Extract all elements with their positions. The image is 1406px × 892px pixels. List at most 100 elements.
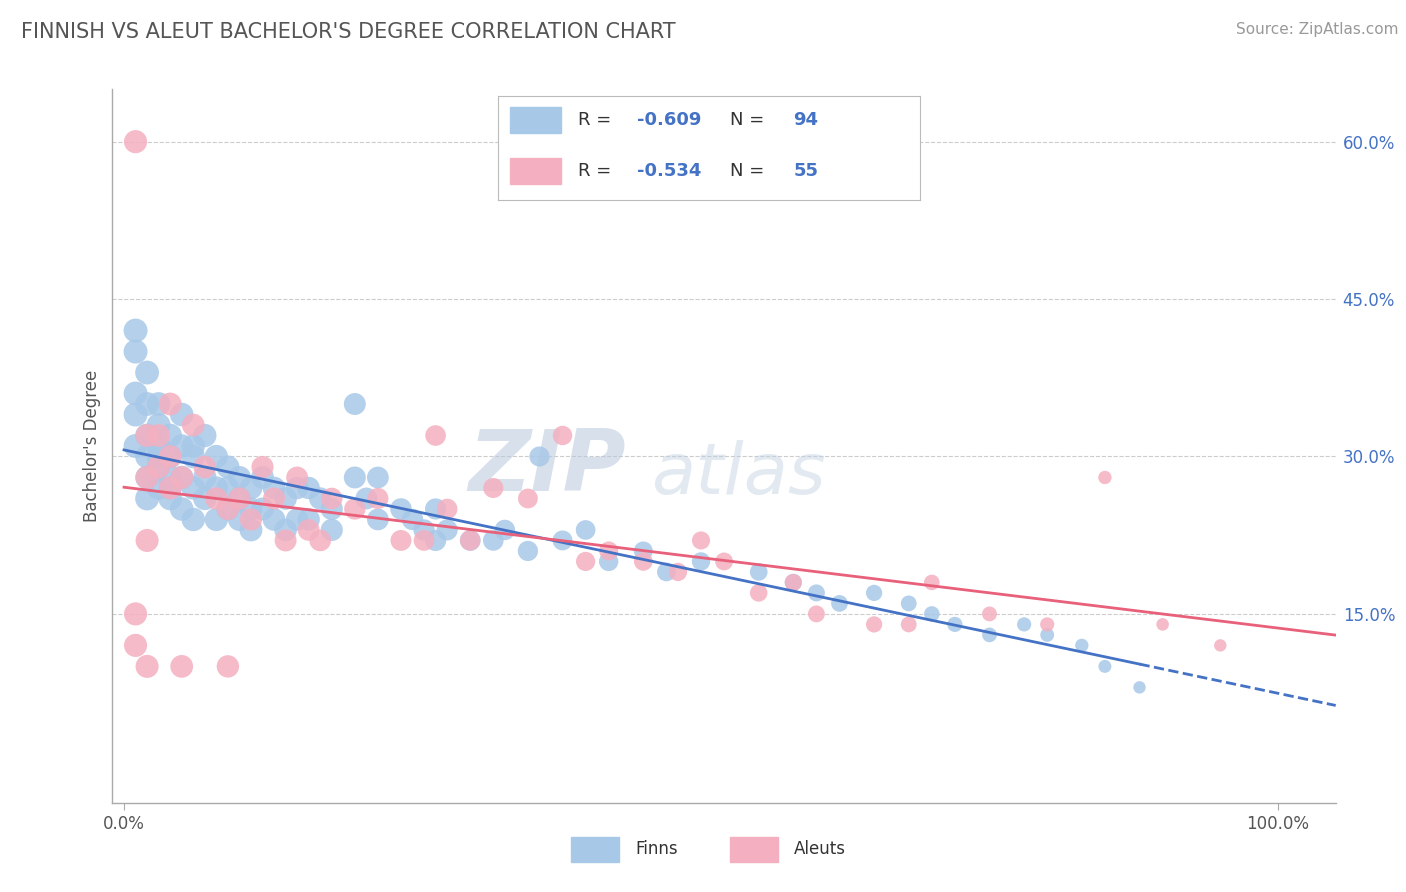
Point xyxy=(921,607,943,621)
Point xyxy=(170,470,193,484)
Point xyxy=(666,565,689,579)
Point xyxy=(136,659,159,673)
Point xyxy=(124,408,146,422)
Point xyxy=(633,554,655,568)
Point xyxy=(205,481,228,495)
Point xyxy=(136,470,159,484)
Point xyxy=(124,135,146,149)
Point xyxy=(159,450,181,464)
Point xyxy=(309,533,332,548)
Point xyxy=(655,565,678,579)
Point xyxy=(239,481,262,495)
Point xyxy=(367,491,389,506)
Point xyxy=(1070,639,1092,653)
Point xyxy=(321,523,343,537)
Point xyxy=(1209,639,1232,653)
Point xyxy=(436,502,458,516)
Point xyxy=(181,481,204,495)
Point xyxy=(205,512,228,526)
Point xyxy=(897,617,920,632)
Point xyxy=(148,481,170,495)
Point xyxy=(252,470,274,484)
Y-axis label: Bachelor's Degree: Bachelor's Degree xyxy=(83,370,101,522)
Point xyxy=(124,344,146,359)
Point xyxy=(228,470,250,484)
Point xyxy=(551,428,574,442)
Point xyxy=(239,523,262,537)
Point xyxy=(136,491,159,506)
Point xyxy=(136,428,159,442)
Point xyxy=(482,533,505,548)
Point xyxy=(458,533,481,548)
Point xyxy=(159,397,181,411)
Point xyxy=(124,639,146,653)
Point xyxy=(1036,617,1059,632)
Point xyxy=(170,659,193,673)
Point xyxy=(228,491,250,506)
Point xyxy=(748,565,770,579)
Point xyxy=(690,533,713,548)
Point xyxy=(263,512,285,526)
Point xyxy=(575,554,598,568)
Point xyxy=(252,502,274,516)
Point xyxy=(285,470,308,484)
Point xyxy=(690,554,713,568)
Text: FINNISH VS ALEUT BACHELOR'S DEGREE CORRELATION CHART: FINNISH VS ALEUT BACHELOR'S DEGREE CORRE… xyxy=(21,22,676,42)
Point xyxy=(159,481,181,495)
Point xyxy=(181,439,204,453)
Point xyxy=(148,439,170,453)
Point xyxy=(806,586,828,600)
Point xyxy=(516,491,538,506)
Point xyxy=(413,523,436,537)
Point xyxy=(425,428,447,442)
Point xyxy=(367,512,389,526)
Point xyxy=(633,544,655,558)
Point xyxy=(516,544,538,558)
Point xyxy=(782,575,804,590)
Point xyxy=(529,450,551,464)
Point xyxy=(217,481,239,495)
Point xyxy=(228,491,250,506)
Point xyxy=(274,491,297,506)
Text: atlas: atlas xyxy=(651,440,825,509)
Point xyxy=(828,596,851,610)
Point xyxy=(401,512,423,526)
Point xyxy=(148,417,170,432)
Point xyxy=(309,491,332,506)
Point xyxy=(806,607,828,621)
Point xyxy=(425,533,447,548)
Point xyxy=(367,470,389,484)
Point xyxy=(263,491,285,506)
Point xyxy=(170,470,193,484)
Point xyxy=(194,491,217,506)
Point xyxy=(1128,681,1150,695)
Point xyxy=(148,460,170,475)
Point xyxy=(921,575,943,590)
Point xyxy=(217,502,239,516)
Point xyxy=(148,450,170,464)
Point xyxy=(343,502,366,516)
Point xyxy=(148,397,170,411)
Point xyxy=(598,554,620,568)
Point xyxy=(298,523,321,537)
Point xyxy=(124,386,146,401)
Point xyxy=(943,617,966,632)
Point xyxy=(436,523,458,537)
Point xyxy=(863,617,886,632)
Point xyxy=(343,397,366,411)
Point xyxy=(148,460,170,475)
Point xyxy=(389,533,412,548)
Point xyxy=(159,470,181,484)
Point xyxy=(979,607,1001,621)
Point xyxy=(239,502,262,516)
Point xyxy=(263,481,285,495)
Point xyxy=(713,554,735,568)
Point xyxy=(194,460,217,475)
Point xyxy=(1094,659,1116,673)
Point xyxy=(274,523,297,537)
Point xyxy=(159,481,181,495)
Point xyxy=(136,450,159,464)
Point xyxy=(425,502,447,516)
Point xyxy=(205,491,228,506)
Point xyxy=(217,659,239,673)
